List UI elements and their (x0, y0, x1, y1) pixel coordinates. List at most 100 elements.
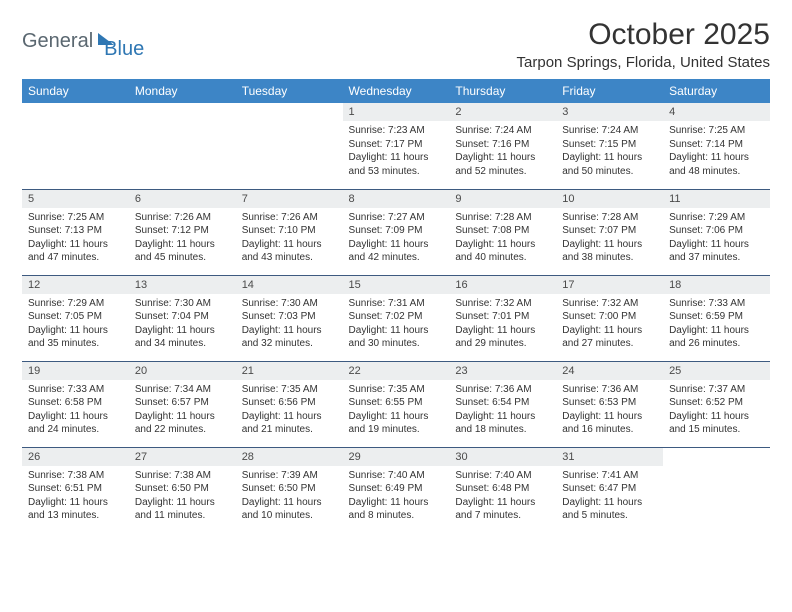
day-details: Sunrise: 7:30 AMSunset: 7:03 PMDaylight:… (236, 294, 343, 355)
day-number: 24 (556, 362, 663, 380)
sunset-text: Sunset: 7:17 PM (349, 138, 444, 152)
daylight-text: Daylight: 11 hours and 32 minutes. (242, 324, 337, 351)
sunset-text: Sunset: 7:08 PM (455, 224, 550, 238)
day-details: Sunrise: 7:38 AMSunset: 6:50 PMDaylight:… (129, 466, 236, 527)
day-details: Sunrise: 7:35 AMSunset: 6:55 PMDaylight:… (343, 380, 450, 441)
sunrise-text: Sunrise: 7:33 AM (28, 383, 123, 397)
sunrise-text: Sunrise: 7:25 AM (28, 211, 123, 225)
daylight-text: Daylight: 11 hours and 22 minutes. (135, 410, 230, 437)
sunrise-text: Sunrise: 7:33 AM (669, 297, 764, 311)
day-details: Sunrise: 7:33 AMSunset: 6:58 PMDaylight:… (22, 380, 129, 441)
day-number: 20 (129, 362, 236, 380)
day-number: 29 (343, 448, 450, 466)
calendar-day-cell: 12Sunrise: 7:29 AMSunset: 7:05 PMDayligh… (22, 275, 129, 361)
logo-word-general: General (22, 30, 93, 53)
day-details: Sunrise: 7:25 AMSunset: 7:14 PMDaylight:… (663, 121, 770, 182)
sunrise-text: Sunrise: 7:26 AM (242, 211, 337, 225)
day-details: Sunrise: 7:36 AMSunset: 6:53 PMDaylight:… (556, 380, 663, 441)
calendar-day-cell: 14Sunrise: 7:30 AMSunset: 7:03 PMDayligh… (236, 275, 343, 361)
weekday-header: Tuesday (236, 79, 343, 103)
sunset-text: Sunset: 6:50 PM (135, 482, 230, 496)
location-text: Tarpon Springs, Florida, United States (517, 54, 770, 71)
day-number: 2 (449, 103, 556, 121)
day-details: Sunrise: 7:26 AMSunset: 7:10 PMDaylight:… (236, 208, 343, 269)
sunset-text: Sunset: 7:05 PM (28, 310, 123, 324)
daylight-text: Daylight: 11 hours and 30 minutes. (349, 324, 444, 351)
calendar-day-cell: 31Sunrise: 7:41 AMSunset: 6:47 PMDayligh… (556, 447, 663, 533)
day-details: Sunrise: 7:25 AMSunset: 7:13 PMDaylight:… (22, 208, 129, 269)
calendar-day-cell: 9Sunrise: 7:28 AMSunset: 7:08 PMDaylight… (449, 189, 556, 275)
calendar-day-cell: 29 Sunrise: 7:40 AMSunset: 6:49 PMDayligh… (343, 447, 450, 533)
day-details: Sunrise: 7:26 AMSunset: 7:12 PMDaylight:… (129, 208, 236, 269)
sunset-text: Sunset: 6:49 PM (349, 482, 444, 496)
sunrise-text: Sunrise: 7:38 AM (28, 469, 123, 483)
calendar-week-row: 12Sunrise: 7:29 AMSunset: 7:05 PMDayligh… (22, 275, 770, 361)
weekday-header: Wednesday (343, 79, 450, 103)
daylight-text: Daylight: 11 hours and 52 minutes. (455, 151, 550, 178)
weekday-header: Thursday (449, 79, 556, 103)
daylight-text: Daylight: 11 hours and 47 minutes. (28, 238, 123, 265)
day-number: 3 (556, 103, 663, 121)
day-details: Sunrise: 7:33 AMSunset: 6:59 PMDaylight:… (663, 294, 770, 355)
sunrise-text: Sunrise: 7:32 AM (455, 297, 550, 311)
sunset-text: Sunset: 7:01 PM (455, 310, 550, 324)
sunrise-text: Sunrise: 7:39 AM (242, 469, 337, 483)
title-block: October 2025 Tarpon Springs, Florida, Un… (517, 18, 770, 71)
daylight-text: Daylight: 11 hours and 53 minutes. (349, 151, 444, 178)
day-details: Sunrise: 7:28 AMSunset: 7:08 PMDaylight:… (449, 208, 556, 269)
calendar-day-cell: 13Sunrise: 7:30 AMSunset: 7:04 PMDayligh… (129, 275, 236, 361)
calendar-week-row: 26Sunrise: 7:38 AMSunset: 6:51 PMDayligh… (22, 447, 770, 533)
calendar-day-cell: 19Sunrise: 7:33 AMSunset: 6:58 PMDayligh… (22, 361, 129, 447)
day-details: Sunrise: 7:38 AMSunset: 6:51 PMDaylight:… (22, 466, 129, 527)
day-details: Sunrise: 7:30 AMSunset: 7:04 PMDaylight:… (129, 294, 236, 355)
sunset-text: Sunset: 7:13 PM (28, 224, 123, 238)
sunrise-text: Sunrise: 7:37 AM (669, 383, 764, 397)
day-number: 18 (663, 276, 770, 294)
sunrise-text: Sunrise: 7:36 AM (562, 383, 657, 397)
day-details: Sunrise: 7:39 AMSunset: 6:50 PMDaylight:… (236, 466, 343, 527)
day-details: Sunrise: 7:24 AMSunset: 7:15 PMDaylight:… (556, 121, 663, 182)
sunrise-text: Sunrise: 7:30 AM (242, 297, 337, 311)
sunset-text: Sunset: 6:50 PM (242, 482, 337, 496)
calendar-day-cell: 16Sunrise: 7:32 AMSunset: 7:01 PMDayligh… (449, 275, 556, 361)
sunset-text: Sunset: 7:04 PM (135, 310, 230, 324)
day-details: Sunrise: 7:24 AMSunset: 7:16 PMDaylight:… (449, 121, 556, 182)
sunset-text: Sunset: 7:12 PM (135, 224, 230, 238)
sunrise-text: Sunrise: 7:40 AM (349, 469, 444, 483)
weekday-header: Friday (556, 79, 663, 103)
calendar-day-cell: 7Sunrise: 7:26 AMSunset: 7:10 PMDaylight… (236, 189, 343, 275)
sunrise-text: Sunrise: 7:27 AM (349, 211, 444, 225)
day-number: 22 (343, 362, 450, 380)
calendar-day-cell: 23Sunrise: 7:36 AMSunset: 6:54 PMDayligh… (449, 361, 556, 447)
day-number (663, 448, 770, 466)
daylight-text: Daylight: 11 hours and 37 minutes. (669, 238, 764, 265)
day-details: Sunrise: 7:32 AMSunset: 7:00 PMDaylight:… (556, 294, 663, 355)
day-details: Sunrise: 7:23 AMSunset: 7:17 PMDaylight:… (343, 121, 450, 182)
sunset-text: Sunset: 6:47 PM (562, 482, 657, 496)
calendar-body: 1Sunrise: 7:23 AMSunset: 7:17 PMDaylight… (22, 103, 770, 533)
sunset-text: Sunset: 6:58 PM (28, 396, 123, 410)
calendar-day-cell: 5Sunrise: 7:25 AMSunset: 7:13 PMDaylight… (22, 189, 129, 275)
sunset-text: Sunset: 7:16 PM (455, 138, 550, 152)
day-details: Sunrise: 7:35 AMSunset: 6:56 PMDaylight:… (236, 380, 343, 441)
sunset-text: Sunset: 6:48 PM (455, 482, 550, 496)
daylight-text: Daylight: 11 hours and 27 minutes. (562, 324, 657, 351)
daylight-text: Daylight: 11 hours and 42 minutes. (349, 238, 444, 265)
day-number: 30 (449, 448, 556, 466)
day-number: 14 (236, 276, 343, 294)
sunset-text: Sunset: 7:07 PM (562, 224, 657, 238)
calendar-day-cell: 25Sunrise: 7:37 AMSunset: 6:52 PMDayligh… (663, 361, 770, 447)
day-number: 25 (663, 362, 770, 380)
sunset-text: Sunset: 7:03 PM (242, 310, 337, 324)
day-details: Sunrise: 7:36 AMSunset: 6:54 PMDaylight:… (449, 380, 556, 441)
day-number (22, 103, 129, 121)
day-number: 11 (663, 190, 770, 208)
sunset-text: Sunset: 6:53 PM (562, 396, 657, 410)
calendar-day-cell: 20Sunrise: 7:34 AMSunset: 6:57 PMDayligh… (129, 361, 236, 447)
sunset-text: Sunset: 6:57 PM (135, 396, 230, 410)
calendar-day-cell: 10Sunrise: 7:28 AMSunset: 7:07 PMDayligh… (556, 189, 663, 275)
daylight-text: Daylight: 11 hours and 43 minutes. (242, 238, 337, 265)
day-number (129, 103, 236, 121)
sunrise-text: Sunrise: 7:29 AM (28, 297, 123, 311)
daylight-text: Daylight: 11 hours and 8 minutes. (349, 496, 444, 523)
